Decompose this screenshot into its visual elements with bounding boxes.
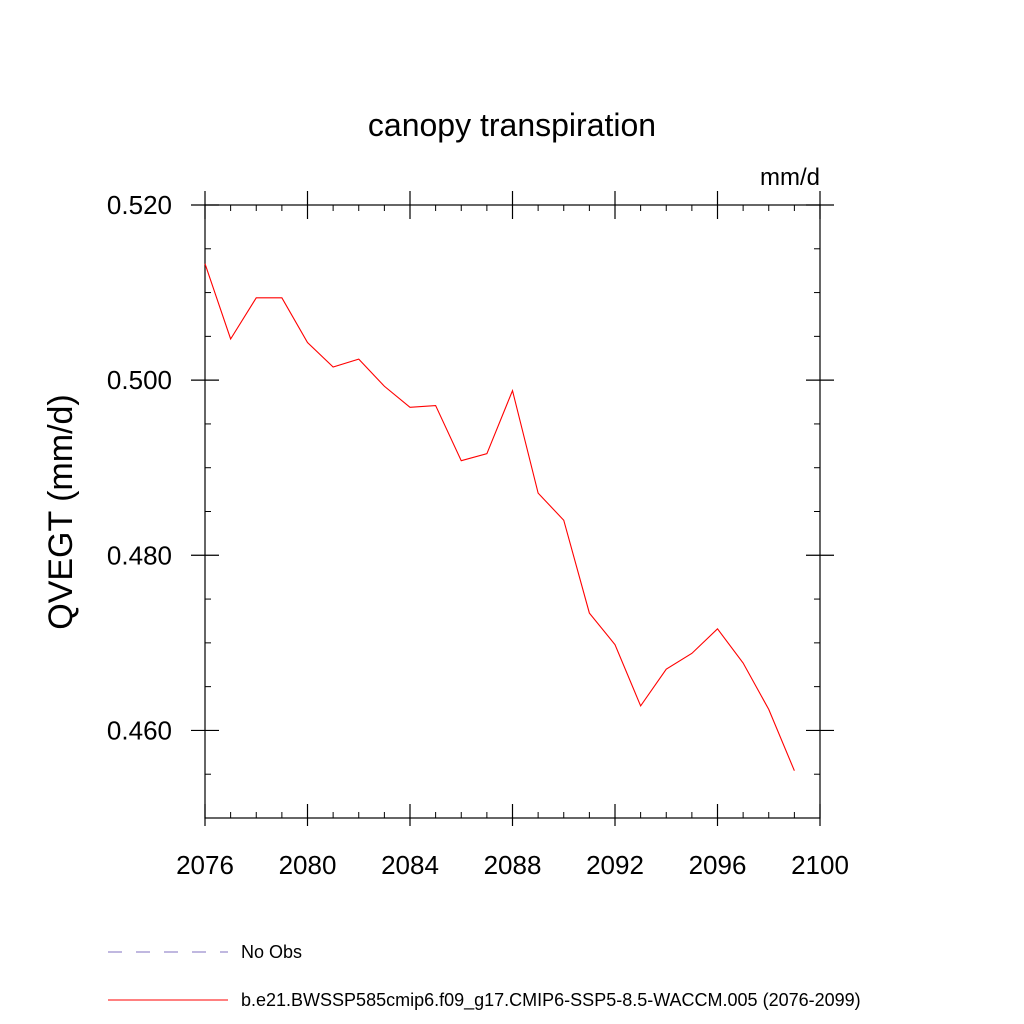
legend-label: No Obs: [241, 942, 302, 962]
x-tick-label: 2076: [176, 850, 234, 880]
y-axis-label: QVEGT (mm/d): [42, 394, 80, 630]
series-line: [204, 263, 795, 771]
series-group: [204, 263, 795, 771]
x-tick-label: 2088: [484, 850, 542, 880]
axis-ticks: [191, 191, 834, 826]
units-label: mm/d: [760, 164, 820, 191]
x-tick-label: 2084: [381, 850, 439, 880]
y-tick-label: 0.460: [107, 715, 172, 745]
x-tick-labels: 2076 2080 2084 2088 2092 2096 2100: [176, 850, 849, 880]
x-tick-label: 2092: [586, 850, 644, 880]
x-tick-label: 2080: [279, 850, 337, 880]
chart-title: canopy transpiration: [368, 107, 656, 143]
x-tick-label: 2100: [791, 850, 849, 880]
y-tick-labels: 0.460 0.480 0.500 0.520: [107, 190, 172, 745]
x-tick-label: 2096: [689, 850, 747, 880]
y-tick-label: 0.480: [107, 540, 172, 570]
legend: No Obs b.e21.BWSSP585cmip6.f09_g17.CMIP6-…: [108, 942, 861, 1011]
y-tick-label: 0.500: [107, 365, 172, 395]
legend-label: b.e21.BWSSP585cmip6.f09_g17.CMIP6-SSP5-8…: [241, 990, 861, 1011]
plot-frame: [204, 204, 821, 819]
y-tick-label: 0.520: [107, 190, 172, 220]
